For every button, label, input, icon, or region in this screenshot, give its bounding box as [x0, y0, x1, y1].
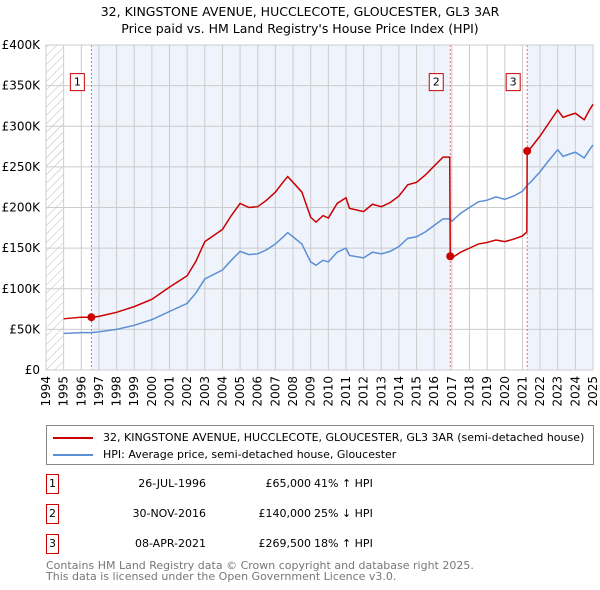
sale-date: 26-JUL-1996 [138, 477, 206, 490]
chart-legend: 32, KINGSTONE AVENUE, HUCCLECOTE, GLOUCE… [46, 425, 594, 465]
x-tick-label: 2002 [180, 376, 194, 407]
sale-price: £140,000 [258, 507, 312, 520]
hpi-diff: 25% ↓ HPI [314, 507, 373, 520]
x-tick-label: 2014 [392, 376, 406, 407]
sale-date: 08-APR-2021 [134, 537, 206, 550]
y-tick-label: £100K [2, 282, 42, 296]
sale-label: 1 [74, 76, 81, 89]
sale-price: £65,000 [265, 477, 312, 490]
x-tick-label: 2003 [198, 376, 212, 407]
legend-item-hpi: HPI: Average price, semi-detached house,… [53, 448, 396, 461]
property-price-line [63, 103, 594, 320]
x-tick-label: 2012 [357, 376, 371, 407]
y-tick-label: £400K [2, 38, 42, 52]
chart-title: 32, KINGSTONE AVENUE, HUCCLECOTE, GLOUCE… [100, 4, 500, 19]
sale-date: 30-NOV-2016 [132, 507, 206, 520]
x-tick-label: 2008 [286, 376, 300, 407]
red-line-swatch [53, 436, 93, 439]
x-tick-label: 2006 [251, 376, 265, 407]
transaction-row: 2 30-NOV-2016 £140,000 25% ↓ HPI [46, 504, 446, 524]
x-tick-label: 2019 [480, 376, 494, 407]
x-tick-label: 2004 [215, 376, 229, 407]
sale-label: 3 [510, 76, 517, 89]
x-tick-label: 2024 [568, 376, 582, 407]
sale-label: 2 [433, 76, 440, 89]
chart-subtitle: Price paid vs. HM Land Registry's House … [121, 21, 479, 36]
marker-badge: 3 [46, 534, 59, 554]
x-tick-label: 2017 [445, 376, 459, 407]
transaction-row: 3 08-APR-2021 £269,500 18% ↑ HPI [46, 534, 446, 554]
x-tick-label: 1995 [57, 376, 71, 407]
blue-line-swatch [53, 453, 93, 456]
plot-border [45, 44, 594, 371]
y-tick-label: £0 [25, 363, 40, 377]
sale-label-box [69, 73, 85, 92]
x-tick-label: 2005 [233, 376, 247, 407]
x-tick-label: 2016 [427, 376, 441, 407]
x-tick-label: 2018 [462, 376, 476, 407]
hpi-diff: 18% ↑ HPI [314, 537, 373, 550]
x-tick-label: 2023 [551, 376, 565, 407]
x-tick-label: 2007 [268, 376, 282, 407]
legend-item-property: 32, KINGSTONE AVENUE, HUCCLECOTE, GLOUCE… [53, 431, 584, 444]
x-tick-label: 2013 [374, 376, 388, 407]
x-tick-label: 1994 [39, 376, 53, 407]
y-tick-label: £150K [2, 241, 42, 255]
sale-point [87, 313, 96, 322]
y-tick-label: £300K [2, 119, 42, 133]
transaction-row: 1 26-JUL-1996 £65,000 41% ↑ HPI [46, 474, 446, 494]
hpi-line [63, 144, 594, 335]
x-tick-label: 2010 [321, 376, 335, 407]
x-tick-label: 2001 [163, 376, 177, 407]
x-tick-label: 1997 [92, 376, 106, 407]
marker-badge: 1 [46, 474, 59, 494]
x-tick-label: 1996 [74, 376, 88, 407]
sale-label-box [505, 73, 521, 92]
hpi-diff: 41% ↑ HPI [314, 477, 373, 490]
price-chart: 1994 1995 1996 1997 1998 1999 2000 2001 2002 2003… [2, 38, 600, 407]
sale-point [523, 147, 532, 156]
x-tick-label: 1998 [110, 376, 124, 407]
y-tick-label: £350K [2, 79, 42, 93]
x-tick-label: 2022 [533, 376, 547, 407]
x-tick-label: 2009 [304, 376, 318, 407]
legend-label: HPI: Average price, semi-detached house,… [103, 448, 397, 461]
x-tick-label: 2025 [586, 376, 600, 407]
sale-label-box [428, 73, 444, 92]
x-tick-label: 2015 [410, 376, 424, 407]
x-tick-label: 2020 [498, 376, 512, 407]
footer-line: This data is licensed under the Open Gov… [46, 570, 397, 583]
y-tick-label: £200K [2, 201, 42, 215]
x-tick-label: 2021 [515, 376, 529, 407]
legend-label: 32, KINGSTONE AVENUE, HUCCLECOTE, GLOUCE… [103, 431, 585, 444]
sale-price: £269,500 [258, 537, 312, 550]
x-tick-label: 1999 [127, 376, 141, 407]
y-tick-label: £50K [9, 322, 41, 336]
x-tick-label: 2000 [145, 376, 159, 407]
y-tick-label: £250K [2, 160, 42, 174]
x-tick-label: 2011 [339, 376, 353, 407]
footer-line: Contains HM Land Registry data © Crown c… [46, 559, 474, 572]
sale-point [446, 252, 455, 261]
footer-note: Contains HM Land Registry data © Crown c… [46, 560, 474, 582]
marker-badge: 2 [46, 504, 59, 524]
